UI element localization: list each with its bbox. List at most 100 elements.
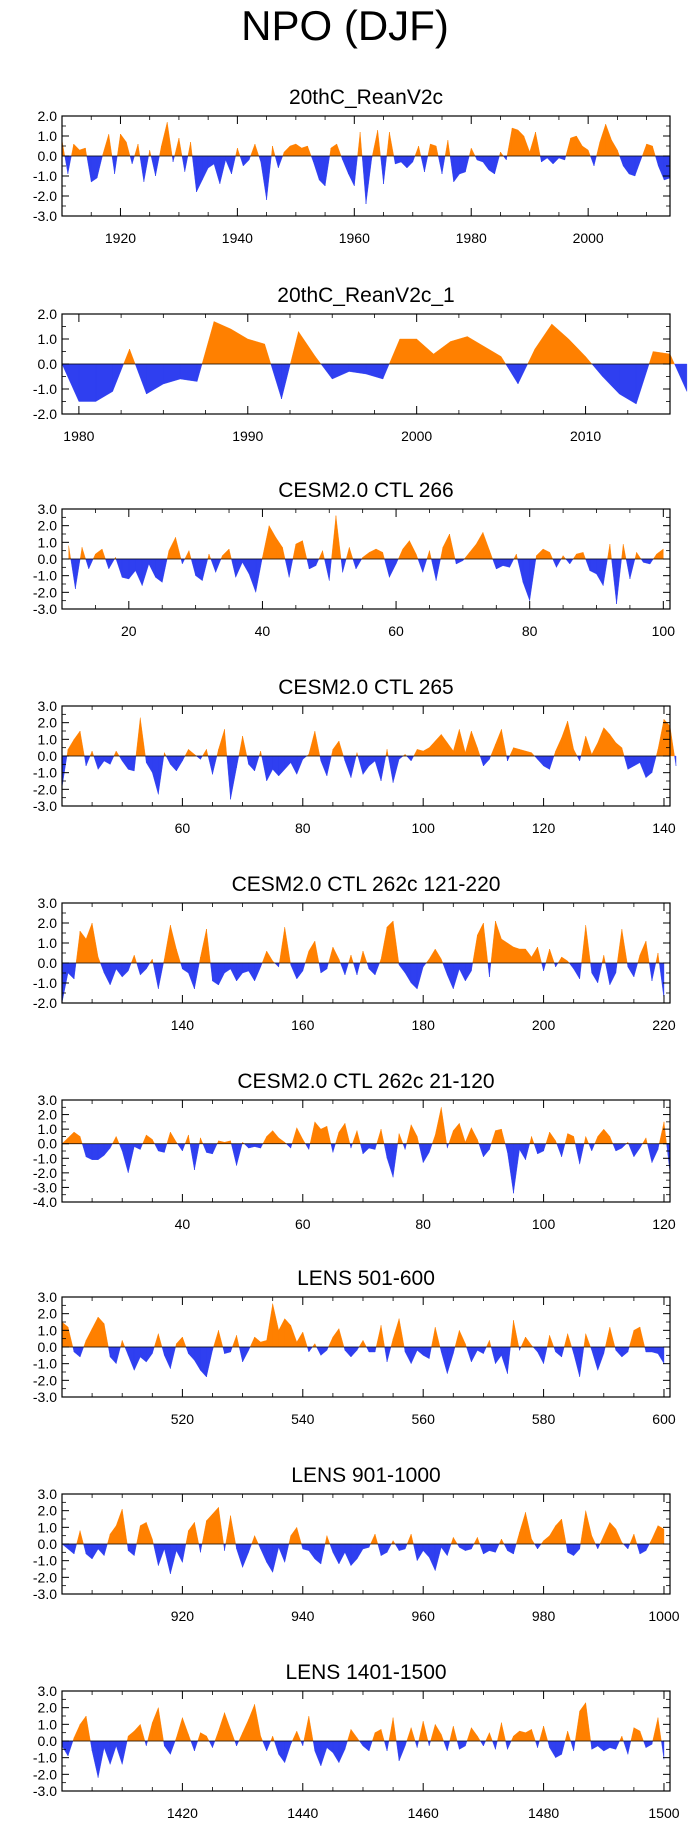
chart-6-xtick-label: 120	[652, 1216, 676, 1232]
chart-5: CESM2.0 CTL 262c 121-220 3.0 2.0 1.0 0.0 -1.0…	[33, 873, 676, 1033]
chart-5-ytick-label: 3.0	[38, 895, 58, 911]
chart-2: 20thC_ReanV2c_1 2.0 1.0 0.0 -1.0 -2.0 1980 1990…	[33, 284, 688, 444]
chart-4-title: CESM2.0 CTL 265	[278, 676, 453, 699]
chart-8-ytick-label: 2.0	[38, 1503, 58, 1519]
chart-9: LENS 1401-1500 3.02.01.00.0-1.0-2.0-3.0 14…	[33, 1661, 680, 1821]
chart-4-ytick-label: 2.0	[38, 715, 58, 731]
chart-6-xtick-label: 80	[415, 1216, 431, 1232]
chart-2-ytick-label: -1.0	[33, 381, 57, 397]
chart-6-ytick-label: -4.0	[33, 1194, 57, 1210]
chart-7-xtick-label: 520	[171, 1411, 195, 1427]
chart-4-xtick-label: 120	[532, 820, 556, 836]
chart-9-xtick-label: 1420	[167, 1805, 198, 1821]
chart-1-title: 20thC_ReanV2c	[289, 86, 443, 109]
chart-8-xtick-label: 1000	[648, 1608, 679, 1624]
chart-6-ytick-label: -1.0	[33, 1150, 57, 1166]
chart-3-ytick-label: -3.0	[33, 601, 57, 617]
chart-8-ytick-label: -2.0	[33, 1569, 57, 1585]
chart-7: LENS 501-600 3.02.01.00.0-1.0-2.0-3.0 520 5…	[33, 1267, 676, 1427]
chart-9-title: LENS 1401-1500	[285, 1661, 446, 1684]
chart-5-ytick-label: -1.0	[33, 975, 57, 991]
chart-1-ytick-label: 2.0	[38, 108, 58, 124]
chart-9-xtick-label: 1480	[528, 1805, 559, 1821]
chart-6-xtick-label: 60	[295, 1216, 311, 1232]
chart-5-xtick-label: 180	[412, 1017, 436, 1033]
chart-3-positive-area	[68, 515, 664, 560]
chart-6: CESM2.0 CTL 262c 21-1203.02.01.00.0-1.0-…	[33, 1070, 676, 1232]
chart-5-xtick-label: 160	[291, 1017, 315, 1033]
chart-7-ytick-label: 2.0	[38, 1306, 58, 1322]
chart-4-ytick-label: -2.0	[33, 781, 57, 797]
chart-4: CESM2.0 CTL 265 3.02.01.00.0-1.0-2.0-3.0 6…	[33, 676, 677, 836]
chart-9-xtick-label: 1500	[648, 1805, 679, 1821]
chart-1-xtick-label: 1920	[105, 230, 136, 246]
chart-3-xtick-label: 20	[121, 623, 137, 639]
chart-2-xtick-label: 1980	[63, 428, 94, 444]
chart-4-ytick-label: -1.0	[33, 765, 57, 781]
chart-8-ytick-label: 3.0	[38, 1486, 58, 1502]
chart-5-ytick-label: 1.0	[38, 935, 58, 951]
chart-6-ytick-label: -2.0	[33, 1165, 57, 1181]
chart-1-xtick-label: 1960	[339, 230, 370, 246]
chart-9-xtick-label: 1460	[408, 1805, 439, 1821]
chart-4-ytick-label: 0.0	[38, 748, 58, 764]
chart-7-xtick-label: 600	[652, 1411, 676, 1427]
chart-6-ytick-label: 0.0	[38, 1136, 58, 1152]
chart-1-ytick-label: -2.0	[33, 188, 57, 204]
chart-3-title: CESM2.0 CTL 266	[278, 479, 453, 502]
chart-2-negative-area	[61, 363, 688, 405]
chart-4-ytick-label: -3.0	[33, 798, 57, 814]
chart-7-ytick-label: 1.0	[38, 1322, 58, 1338]
chart-7-xtick-label: 560	[412, 1411, 436, 1427]
chart-5-ytick-label: 0.0	[38, 955, 58, 971]
chart-6-negative-area	[81, 1143, 671, 1194]
chart-4-ytick-label: 1.0	[38, 731, 58, 747]
chart-6-title: CESM2.0 CTL 262c 21-120	[237, 1070, 494, 1093]
chart-6-ytick-label: 3.0	[38, 1092, 58, 1108]
chart-4-xtick-label: 140	[652, 820, 676, 836]
chart-8-xtick-label: 960	[412, 1608, 436, 1624]
chart-1-ytick-label: -3.0	[33, 208, 57, 224]
chart-6-positive-area	[61, 1107, 667, 1144]
chart-4-xtick-label: 60	[175, 820, 191, 836]
chart-4-ytick-label: 3.0	[38, 698, 58, 714]
chart-3-xtick-label: 60	[388, 623, 404, 639]
chart-9-ytick-label: -2.0	[33, 1766, 57, 1782]
chart-3-ytick-label: 0.0	[38, 551, 58, 567]
chart-8-ytick-label: 1.0	[38, 1519, 58, 1535]
chart-6-xtick-label: 100	[532, 1216, 556, 1232]
chart-8: LENS 901-1000 3.02.01.00.0-1.0-2.0-3.0 920…	[33, 1464, 680, 1624]
chart-9-ytick-label: 1.0	[38, 1716, 58, 1732]
chart-1-xtick-label: 1980	[456, 230, 487, 246]
chart-2-ytick-label: 1.0	[38, 331, 58, 347]
chart-8-ytick-label: -1.0	[33, 1553, 57, 1569]
chart-9-ytick-label: -3.0	[33, 1783, 57, 1799]
chart-3-xtick-label: 80	[522, 623, 538, 639]
chart-8-ytick-label: -3.0	[33, 1586, 57, 1602]
chart-7-xtick-label: 580	[532, 1411, 556, 1427]
chart-8-xtick-label: 920	[171, 1608, 195, 1624]
chart-9-negative-area	[61, 1740, 665, 1778]
chart-3-ytick-label: 2.0	[38, 518, 58, 534]
chart-1-negative-area	[64, 155, 671, 205]
chart-3-xtick-label: 100	[652, 623, 676, 639]
chart-8-xtick-label: 980	[532, 1608, 556, 1624]
chart-6-xtick-label: 40	[175, 1216, 191, 1232]
chart-5-title: CESM2.0 CTL 262c 121-220	[232, 873, 501, 896]
chart-4-positive-area	[66, 717, 675, 757]
chart-4-negative-area	[61, 755, 677, 800]
chart-7-ytick-label: -3.0	[33, 1389, 57, 1405]
chart-7-title: LENS 501-600	[297, 1267, 435, 1290]
chart-9-ytick-label: -1.0	[33, 1750, 57, 1766]
chart-7-ytick-label: 0.0	[38, 1339, 58, 1355]
chart-5-ytick-label: -2.0	[33, 995, 57, 1011]
chart-8-positive-area	[76, 1506, 665, 1545]
chart-5-xtick-label: 140	[171, 1017, 195, 1033]
chart-2-xtick-label: 1990	[232, 428, 263, 444]
chart-9-ytick-label: 0.0	[38, 1733, 58, 1749]
chart-5-negative-area	[61, 962, 665, 1004]
chart-4-xtick-label: 80	[295, 820, 311, 836]
chart-3-ytick-label: -1.0	[33, 568, 57, 584]
chart-9-positive-area	[72, 1702, 662, 1742]
